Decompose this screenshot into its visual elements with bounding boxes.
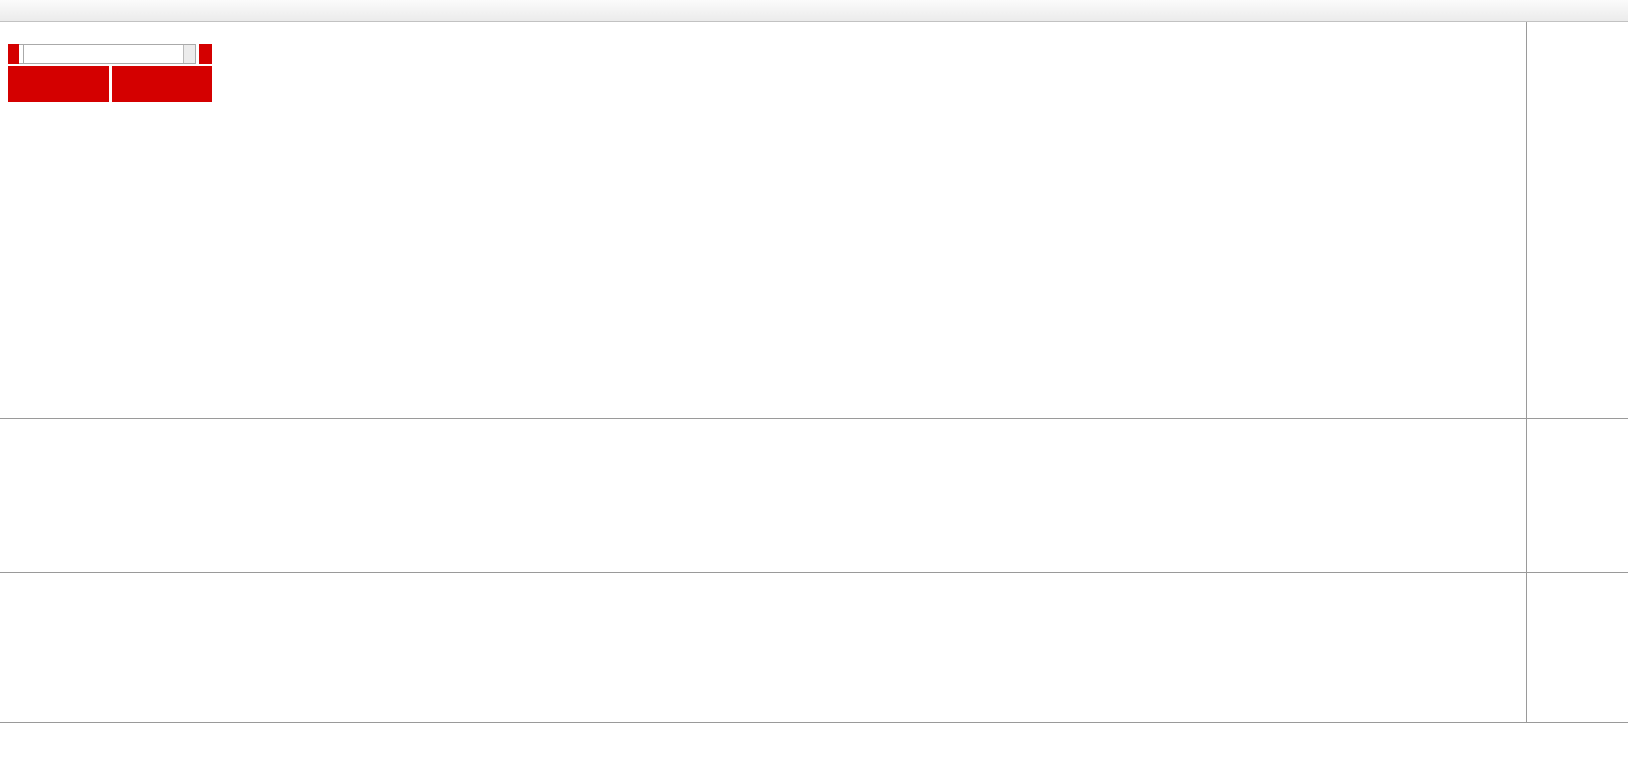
- volume-box: [23, 44, 196, 64]
- buy-button[interactable]: [198, 44, 212, 64]
- price-chart-canvas[interactable]: [0, 22, 1526, 722]
- chart-area: [0, 22, 1628, 769]
- time-axis[interactable]: [0, 722, 1628, 746]
- sell-price-box[interactable]: [8, 66, 109, 102]
- buy-price-box[interactable]: [111, 66, 212, 102]
- volume-increase-button[interactable]: [183, 45, 195, 54]
- one-click-trading-panel: [8, 44, 212, 102]
- volume-spinner: [182, 45, 195, 63]
- toolbar: [0, 0, 1628, 22]
- volume-input[interactable]: [23, 45, 183, 63]
- price-axis-border: [1526, 22, 1527, 722]
- order-type-caret[interactable]: [19, 44, 24, 64]
- volume-decrease-button[interactable]: [183, 54, 195, 63]
- sell-button[interactable]: [8, 44, 20, 64]
- rsi-pane-divider: [0, 572, 1628, 573]
- time-axis-divider: [0, 722, 1628, 723]
- macd-pane-divider: [0, 418, 1628, 419]
